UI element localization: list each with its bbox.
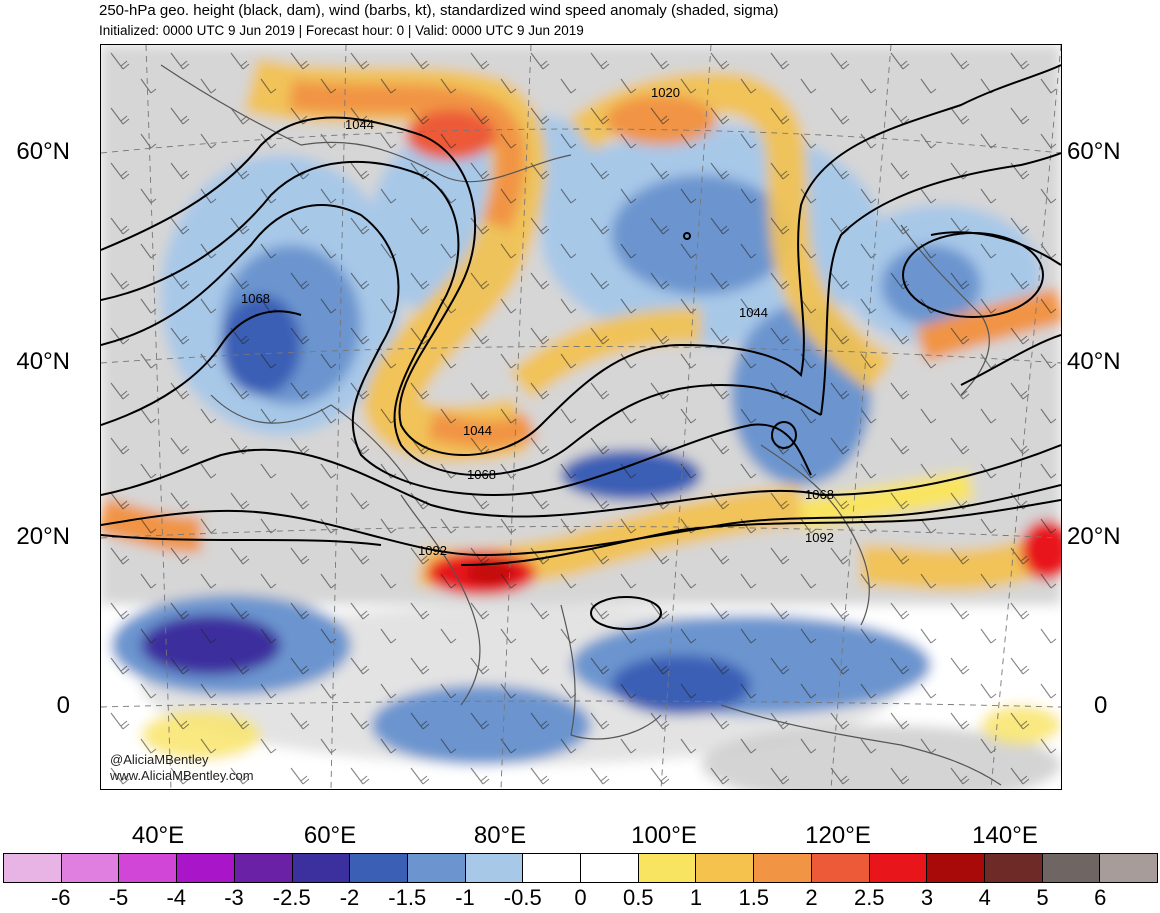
- colorbar-tick-label: -2.5: [272, 885, 311, 910]
- lat-label-40n-left: 40°N: [16, 348, 70, 375]
- lat-label-60n-right: 60°N: [1067, 138, 1121, 165]
- coastlines: [160, 64, 1002, 786]
- colorbar-tick-label: -4: [166, 885, 187, 910]
- colorbar-swatch: [1100, 854, 1158, 882]
- colorbar-tick-label: -3: [224, 885, 244, 910]
- lat-label-20n-right: 20°N: [1067, 523, 1121, 550]
- colorbar-labels: -6 -5 -4 -3 -2.5 -2 -1.5 -1 -0.5 0 0.5 1 1.5 2 2.5 3 4 5 6: [0, 885, 1160, 913]
- weather-map-graphic: 1044 1020 1068 1044 1044 1068 1068 1092 …: [101, 45, 1061, 789]
- colorbar-swatch: [350, 854, 408, 882]
- colorbar-tick-label: 3: [920, 885, 934, 910]
- contour-label-5: 1044: [463, 423, 492, 438]
- colorbar-tick-label: 0.5: [622, 885, 654, 910]
- colorbar-tick-label: -6: [50, 885, 71, 910]
- colorbar-swatch: [696, 854, 755, 882]
- colorbar-swatch: [927, 854, 985, 882]
- colorbar-tick-label: -2: [339, 885, 360, 910]
- colorbar-swatch: [754, 854, 812, 882]
- colorbar-swatch: [811, 854, 870, 882]
- lat-label-60n-left: 60°N: [16, 138, 70, 165]
- colorbar-swatch: [638, 854, 697, 882]
- colorbar-swatch: [61, 854, 120, 882]
- contour-label-3: 1068: [241, 291, 270, 306]
- lon-label-140e: 140°E: [972, 822, 1038, 849]
- colorbar-swatch: [465, 854, 524, 882]
- lat-label-0-left: 0: [56, 692, 70, 719]
- lat-label-20n-left: 20°N: [16, 523, 70, 550]
- lon-label-80e: 80°E: [473, 822, 527, 849]
- colorbar-tick-label: 1: [689, 885, 703, 910]
- contour-label-9: 1092: [805, 530, 834, 545]
- colorbar-tick-label: -5: [108, 885, 129, 910]
- wind-barbs: [101, 45, 1061, 789]
- lon-label-100e: 100°E: [631, 822, 697, 849]
- colorbar-tick-label: -0.5: [503, 885, 542, 910]
- lon-label-120e: 120°E: [805, 822, 871, 849]
- contour-labels: 1044 1020 1068 1044 1044 1068 1068 1092 …: [241, 85, 834, 558]
- colorbar-tick-label: -1.5: [388, 885, 427, 910]
- colorbar-swatch: [523, 854, 582, 882]
- colorbar-tick-label: 0: [574, 885, 587, 910]
- colorbar-tick-label: 2: [805, 885, 818, 910]
- lat-label-0-right: 0: [1094, 692, 1108, 719]
- contour-label-6: 1068: [467, 467, 496, 482]
- colorbar-tick-label: 5: [1036, 885, 1049, 910]
- contour-label-8: 1092: [418, 543, 447, 558]
- map-title: 250-hPa geo. height (black, dam), wind (…: [99, 2, 779, 19]
- colorbar-tick-label: 1.5: [738, 885, 770, 910]
- contour-label-4: 1044: [739, 305, 768, 320]
- lat-label-40n-right: 40°N: [1067, 348, 1121, 375]
- lon-label-60e: 60°E: [303, 822, 357, 849]
- colorbar-tick-label: -1: [455, 885, 475, 910]
- colorbar-swatch: [869, 854, 928, 882]
- colorbar-swatch: [119, 854, 178, 882]
- contour-label-1: 1044: [345, 117, 374, 132]
- contour-label-7: 1068: [805, 487, 834, 502]
- credit-handle: @AliciaMBentley: [110, 752, 209, 767]
- credit-website: www.AliciaMBentley.com: [110, 768, 254, 783]
- contour-label-2: 1020: [651, 85, 680, 100]
- colorbar-tick-label: 6: [1094, 885, 1107, 910]
- colorbar-swatch: [177, 854, 235, 882]
- map-subtitle: Initialized: 0000 UTC 9 Jun 2019 | Forec…: [99, 23, 584, 38]
- colorbar-swatch: [984, 854, 1043, 882]
- colorbar-swatch: [407, 854, 466, 882]
- colorbar: [3, 853, 1158, 883]
- graticule: [101, 45, 1061, 789]
- colorbar-swatch: [234, 854, 293, 882]
- colorbar-swatch: [4, 854, 62, 882]
- colorbar-tick-label: 2.5: [853, 885, 885, 910]
- colorbar-tick-label: 4: [978, 885, 991, 910]
- map-panel: 1044 1020 1068 1044 1044 1068 1068 1092 …: [100, 44, 1062, 790]
- colorbar-swatch: [292, 854, 351, 882]
- colorbar-swatch: [1042, 854, 1101, 882]
- height-contours: [101, 64, 1061, 630]
- colorbar-swatch: [581, 854, 639, 882]
- lon-label-40e: 40°E: [131, 822, 185, 849]
